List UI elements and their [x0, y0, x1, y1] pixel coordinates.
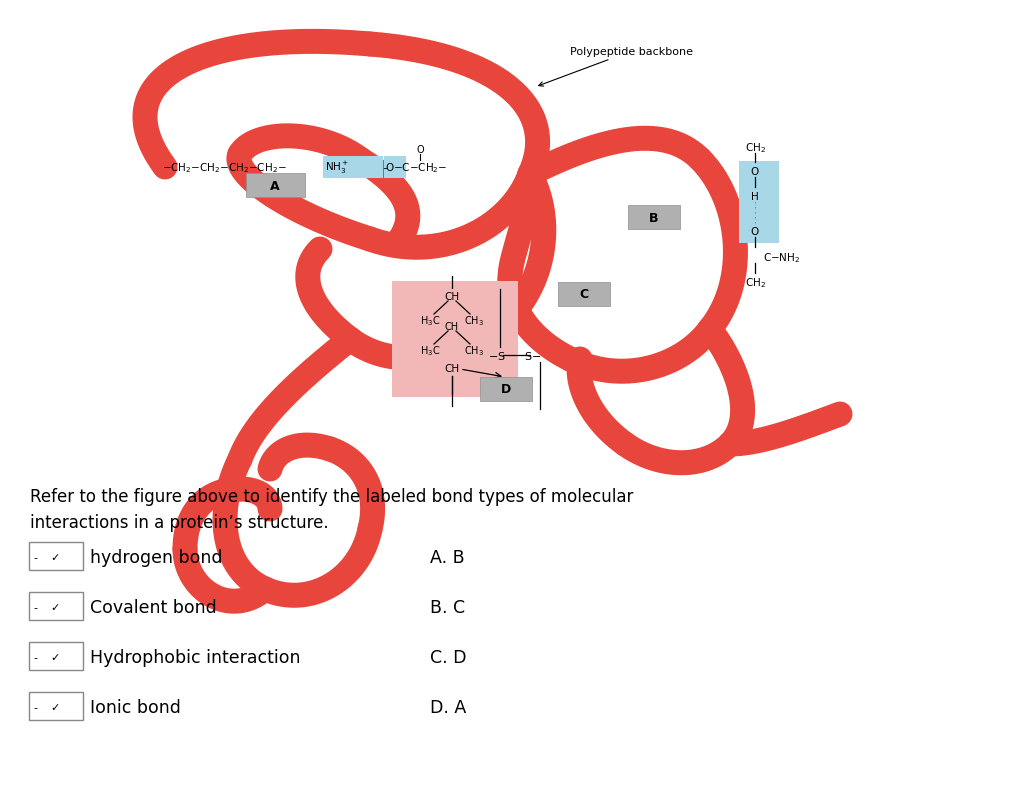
Text: Ionic bond: Ionic bond	[90, 698, 180, 716]
Text: C$-$NH$_2$: C$-$NH$_2$	[762, 251, 799, 264]
Text: H$_3$C: H$_3$C	[420, 344, 440, 358]
Text: O: O	[416, 145, 424, 155]
Text: Hydrophobic interaction: Hydrophobic interaction	[90, 648, 301, 666]
Text: H$_3$C: H$_3$C	[420, 314, 440, 328]
FancyBboxPatch shape	[323, 157, 382, 178]
Text: CH$_3$: CH$_3$	[464, 314, 484, 328]
Text: Covalent bond: Covalent bond	[90, 599, 217, 616]
FancyBboxPatch shape	[383, 157, 406, 178]
FancyBboxPatch shape	[557, 283, 609, 307]
FancyBboxPatch shape	[739, 162, 779, 243]
Text: A: A	[270, 179, 279, 192]
Text: C. D: C. D	[430, 648, 466, 666]
Text: ✓: ✓	[50, 652, 59, 663]
Text: D: D	[500, 383, 511, 396]
Text: CH: CH	[444, 322, 459, 332]
Text: ✓: ✓	[50, 702, 59, 712]
Text: CH$_2$: CH$_2$	[744, 276, 764, 290]
Text: D. A: D. A	[430, 698, 466, 716]
Text: hydrogen bond: hydrogen bond	[90, 548, 222, 566]
FancyBboxPatch shape	[29, 692, 83, 720]
Text: CH: CH	[444, 363, 460, 374]
Text: -: -	[34, 652, 42, 663]
Text: S$-$: S$-$	[524, 350, 541, 362]
FancyBboxPatch shape	[246, 174, 305, 198]
Text: O: O	[750, 167, 758, 177]
Text: CH$_2$: CH$_2$	[744, 141, 764, 155]
Text: C: C	[579, 288, 588, 301]
Text: O: O	[750, 227, 758, 237]
Text: CH: CH	[444, 292, 460, 302]
Text: ✓: ✓	[50, 603, 59, 612]
FancyBboxPatch shape	[29, 543, 83, 570]
Text: interactions in a protein’s structure.: interactions in a protein’s structure.	[30, 513, 328, 531]
FancyBboxPatch shape	[628, 206, 680, 230]
Text: B. C: B. C	[430, 599, 465, 616]
Text: CH$_3$: CH$_3$	[464, 344, 484, 358]
Text: Refer to the figure above to identify the labeled bond types of molecular: Refer to the figure above to identify th…	[30, 487, 633, 505]
Text: ✓: ✓	[50, 552, 59, 562]
Text: A. B: A. B	[430, 548, 465, 566]
Text: $-$S: $-$S	[488, 350, 505, 362]
Text: NH$_3^+$: NH$_3^+$	[325, 160, 348, 176]
Text: Polypeptide backbone: Polypeptide backbone	[538, 47, 692, 87]
FancyBboxPatch shape	[480, 378, 532, 401]
FancyBboxPatch shape	[29, 592, 83, 620]
Text: -: -	[34, 552, 42, 562]
FancyBboxPatch shape	[29, 642, 83, 670]
Text: B: B	[649, 211, 658, 224]
Text: H: H	[750, 191, 758, 202]
Text: -: -	[34, 603, 42, 612]
FancyBboxPatch shape	[391, 281, 518, 397]
Text: $\bar{}$O$-$C$-$CH$_2$$-$: $\bar{}$O$-$C$-$CH$_2$$-$	[382, 161, 447, 174]
Text: $-$CH$_2$$-$CH$_2$$-$CH$_2$$-$CH$_2$$-$: $-$CH$_2$$-$CH$_2$$-$CH$_2$$-$CH$_2$$-$	[162, 161, 286, 174]
Text: -: -	[34, 702, 42, 712]
